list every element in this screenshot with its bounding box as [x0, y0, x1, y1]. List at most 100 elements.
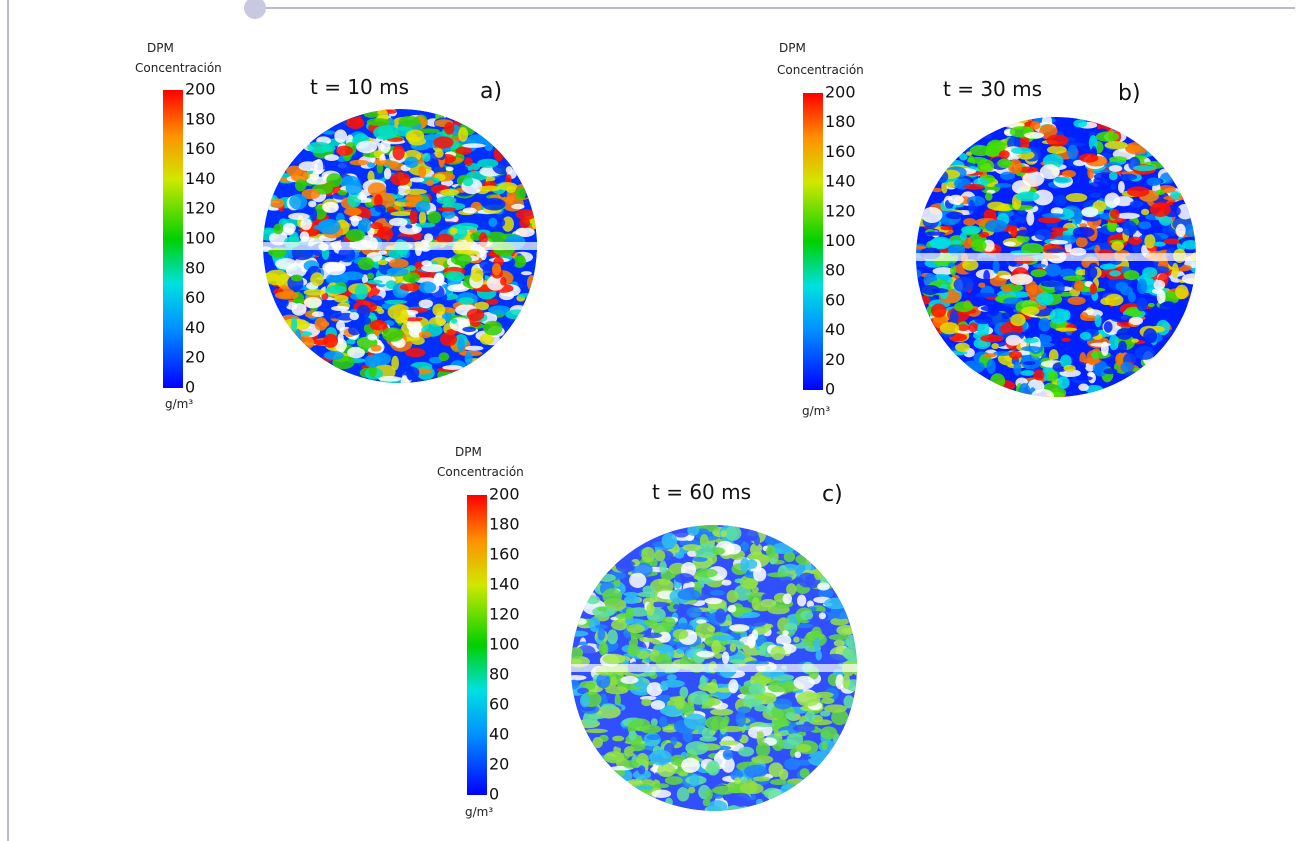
contour-patch — [294, 328, 302, 345]
contour-plot — [916, 117, 1196, 397]
contour-patch — [720, 725, 744, 733]
contour-patch — [783, 551, 796, 563]
contour-patch — [780, 783, 797, 797]
contour-patch — [637, 765, 646, 775]
contour-patch — [1142, 312, 1157, 323]
contour-patch — [383, 167, 392, 180]
contour-patch — [1018, 383, 1031, 397]
contour-patch — [813, 567, 823, 581]
contour-patch — [712, 547, 725, 556]
contour-patch — [804, 710, 816, 723]
contour-patch — [978, 282, 986, 288]
contour-patch — [687, 550, 698, 557]
contour-patch — [1144, 234, 1156, 249]
contour-patch — [999, 150, 1010, 159]
contour-patch — [415, 222, 436, 228]
contour-patch — [1095, 131, 1120, 142]
contour-patch — [406, 129, 425, 142]
contour-patch — [793, 675, 815, 690]
contour-patch — [687, 786, 696, 794]
contour-patch — [1010, 147, 1032, 155]
contour-patch — [1051, 227, 1069, 232]
contour-patch — [1000, 171, 1016, 180]
contour-patch — [993, 351, 1013, 356]
contour-patch — [314, 158, 324, 175]
contour-patch — [782, 593, 793, 605]
time-label: t = 30 ms — [943, 77, 1042, 101]
contour-patch — [961, 360, 985, 374]
contour-patch — [370, 222, 383, 230]
contour-patch — [659, 716, 668, 728]
contour-patch — [436, 233, 454, 244]
contour-patch — [962, 237, 974, 249]
contour-patch — [624, 595, 641, 604]
contour-patch — [727, 604, 737, 613]
contour-patch — [323, 333, 338, 348]
contour-patch — [639, 724, 662, 734]
contour-patch — [601, 703, 616, 711]
contour-patch — [676, 649, 684, 654]
contour-patch — [692, 556, 708, 562]
contour-patch — [571, 630, 589, 637]
contour-patch — [326, 173, 343, 188]
contour-patch — [1181, 273, 1196, 285]
contour-patch — [1046, 145, 1067, 154]
contour-patch — [486, 275, 505, 291]
contour-patch — [800, 610, 814, 620]
contour-patch — [607, 629, 618, 645]
contour-patch — [679, 686, 689, 699]
contour-patch — [1075, 269, 1088, 276]
contour-patch — [1038, 317, 1051, 332]
contour-patch — [716, 635, 729, 641]
contour-patch — [438, 221, 458, 227]
contour-patch — [415, 200, 431, 213]
contour-patch — [1003, 241, 1016, 247]
contour-patch — [634, 785, 654, 790]
contour-patch — [479, 185, 501, 192]
contour-patch — [501, 197, 516, 203]
colorbar-tick: 80 — [489, 665, 509, 684]
contour-patch — [793, 636, 800, 643]
contour-patch — [643, 632, 663, 639]
contour-patch — [462, 207, 477, 214]
contour-patch — [750, 794, 757, 801]
contour-patch — [963, 184, 985, 190]
colorbar-tick: 0 — [489, 785, 499, 804]
contour-patch — [1046, 370, 1058, 382]
contour-patch — [705, 788, 713, 800]
colorbar-tick: 100 — [185, 229, 216, 248]
contour-patch — [753, 534, 761, 546]
contour-patch — [682, 544, 702, 552]
contour-patch — [470, 267, 484, 282]
contour-patch — [388, 217, 408, 227]
contour-patch — [1074, 208, 1083, 225]
contour-patch — [298, 161, 318, 172]
colorbar-tick: 0 — [185, 378, 195, 397]
colorbar-tick: 60 — [185, 288, 205, 307]
contour-patch — [482, 197, 506, 211]
contour-patch — [596, 573, 616, 582]
contour-patch — [1120, 361, 1134, 373]
contour-patch — [292, 335, 315, 351]
contour-patch — [301, 188, 321, 200]
contour-patch — [713, 793, 724, 799]
contour-patch — [931, 288, 949, 294]
contour-patch — [710, 708, 734, 716]
contour-patch — [450, 253, 472, 266]
contour-patch — [458, 297, 474, 305]
contour-patch — [348, 325, 362, 336]
contour-patch — [1141, 208, 1150, 216]
contour-patch — [711, 785, 736, 795]
contour-patch — [1075, 236, 1088, 248]
contour-patch — [1143, 328, 1158, 344]
contour-patch — [980, 334, 1004, 343]
contour-patch — [369, 319, 387, 331]
contour-patch — [785, 711, 796, 720]
contour-patch — [451, 318, 458, 324]
contour-patch — [466, 308, 485, 321]
colorbar-tick: 120 — [489, 605, 520, 624]
contour-patch — [484, 140, 494, 152]
contour-patch — [990, 373, 1006, 389]
contour-patch — [517, 293, 536, 298]
contour-patch — [823, 653, 847, 664]
